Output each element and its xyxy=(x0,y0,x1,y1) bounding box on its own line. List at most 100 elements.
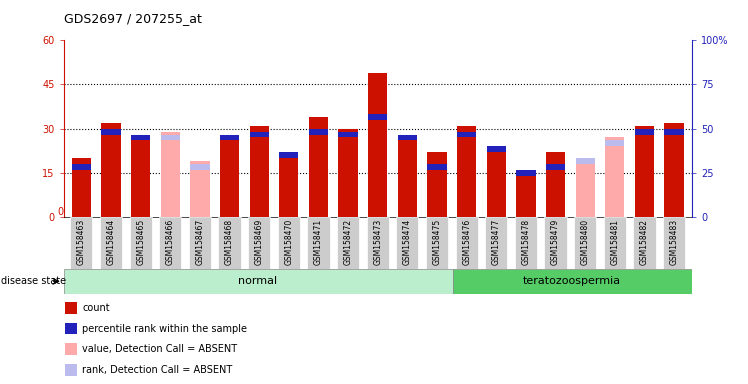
Bar xyxy=(664,129,684,134)
Bar xyxy=(102,123,120,129)
Bar xyxy=(338,137,358,217)
Bar xyxy=(634,217,655,269)
Bar xyxy=(131,134,150,141)
Bar xyxy=(279,152,298,158)
Bar xyxy=(605,146,625,217)
Bar xyxy=(279,158,298,217)
Text: GSM158480: GSM158480 xyxy=(580,219,589,265)
Bar xyxy=(131,141,150,217)
Text: percentile rank within the sample: percentile rank within the sample xyxy=(82,324,248,334)
Bar xyxy=(161,132,180,134)
Text: normal: normal xyxy=(239,276,278,286)
Text: GSM158463: GSM158463 xyxy=(77,219,86,265)
Bar xyxy=(427,170,447,217)
Text: 0: 0 xyxy=(58,207,64,217)
Bar xyxy=(664,134,684,217)
Bar xyxy=(367,217,389,269)
Text: GSM158469: GSM158469 xyxy=(254,219,264,265)
Bar xyxy=(66,343,76,355)
Bar xyxy=(546,164,565,170)
Text: GSM158482: GSM158482 xyxy=(640,219,649,265)
Text: GSM158473: GSM158473 xyxy=(373,219,382,265)
Bar xyxy=(545,217,567,269)
Bar xyxy=(338,129,358,132)
Text: GSM158478: GSM158478 xyxy=(521,219,530,265)
Bar xyxy=(278,217,300,269)
Bar xyxy=(218,217,241,269)
Bar xyxy=(190,164,209,170)
Bar xyxy=(427,152,447,164)
Bar xyxy=(426,217,448,269)
Bar xyxy=(635,126,654,129)
Text: GSM158475: GSM158475 xyxy=(432,219,441,265)
Bar xyxy=(309,129,328,134)
Text: GSM158470: GSM158470 xyxy=(284,219,293,265)
Bar xyxy=(398,141,417,217)
Bar xyxy=(457,132,476,137)
Bar xyxy=(161,134,180,141)
Text: GSM158468: GSM158468 xyxy=(225,219,234,265)
Bar xyxy=(427,164,447,170)
Bar xyxy=(307,217,330,269)
Text: disease state: disease state xyxy=(1,276,67,286)
Bar xyxy=(575,164,595,217)
Bar xyxy=(457,126,476,132)
Bar xyxy=(368,120,387,217)
Text: GSM158481: GSM158481 xyxy=(610,219,619,265)
Bar xyxy=(159,217,181,269)
Bar xyxy=(487,152,506,217)
Bar xyxy=(574,217,596,269)
Bar xyxy=(100,217,122,269)
Bar xyxy=(66,302,76,314)
Bar xyxy=(250,132,269,137)
Bar xyxy=(220,134,239,141)
Bar xyxy=(64,269,453,294)
Bar xyxy=(546,152,565,164)
Bar xyxy=(220,141,239,217)
Bar xyxy=(248,217,270,269)
Bar xyxy=(66,364,76,376)
Bar xyxy=(605,141,625,146)
Text: count: count xyxy=(82,303,110,313)
Bar xyxy=(70,217,93,269)
Bar xyxy=(309,117,328,129)
Bar xyxy=(188,217,211,269)
Bar xyxy=(605,137,625,141)
Bar xyxy=(250,137,269,217)
Bar xyxy=(516,170,536,176)
Text: GSM158466: GSM158466 xyxy=(166,219,175,265)
Text: GSM158483: GSM158483 xyxy=(669,219,678,265)
Bar xyxy=(485,217,507,269)
Bar xyxy=(66,323,76,334)
Text: GSM158479: GSM158479 xyxy=(551,219,560,265)
Bar xyxy=(453,269,692,294)
Bar xyxy=(604,217,626,269)
Bar xyxy=(635,134,654,217)
Bar xyxy=(368,73,387,114)
Text: GSM158464: GSM158464 xyxy=(106,219,115,265)
Bar xyxy=(337,217,359,269)
Bar xyxy=(487,146,506,152)
Text: teratozoospermia: teratozoospermia xyxy=(523,276,622,286)
Bar xyxy=(396,217,418,269)
Bar xyxy=(546,170,565,217)
Bar xyxy=(516,176,536,217)
Bar xyxy=(129,217,152,269)
Text: value, Detection Call = ABSENT: value, Detection Call = ABSENT xyxy=(82,344,237,354)
Bar xyxy=(190,161,209,164)
Bar xyxy=(250,126,269,132)
Text: GSM158472: GSM158472 xyxy=(343,219,352,265)
Text: GSM158477: GSM158477 xyxy=(491,219,501,265)
Bar xyxy=(664,123,684,129)
Bar xyxy=(102,134,120,217)
Bar xyxy=(663,217,685,269)
Bar xyxy=(398,134,417,141)
Bar xyxy=(72,170,91,217)
Bar xyxy=(635,129,654,134)
Bar xyxy=(368,114,387,120)
Bar xyxy=(161,141,180,217)
Text: GSM158471: GSM158471 xyxy=(314,219,323,265)
Bar xyxy=(457,137,476,217)
Text: GSM158474: GSM158474 xyxy=(403,219,412,265)
Text: GDS2697 / 207255_at: GDS2697 / 207255_at xyxy=(64,12,201,25)
